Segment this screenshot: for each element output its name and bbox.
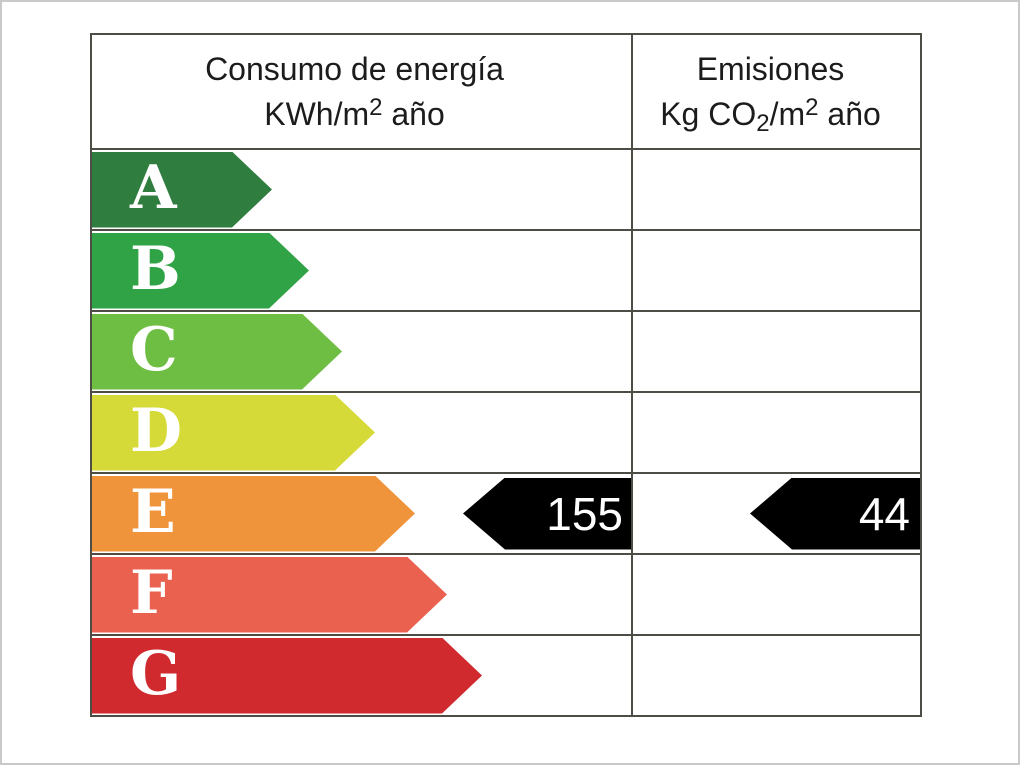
emisiones-cell-b xyxy=(631,231,920,310)
rating-cell-b: B xyxy=(92,231,631,310)
emisiones-header-title: Emisiones xyxy=(696,50,845,87)
table-header-row: Consumo de energía KWh/m2 año Emisiones … xyxy=(92,35,920,150)
rating-bar-d: D xyxy=(92,395,375,471)
emisiones-header-cell: Emisiones Kg CO2/m2 año xyxy=(631,35,920,148)
co2-subscript: 2 xyxy=(756,110,770,138)
rating-row-f: F xyxy=(92,555,920,636)
consumo-header-title: Consumo de energía xyxy=(205,50,504,87)
consumo-header-unit: KWh/m2 año xyxy=(264,94,445,132)
emisiones-cell-d xyxy=(631,393,920,472)
emisiones-cell-c xyxy=(631,312,920,391)
rating-cell-g: G xyxy=(92,636,631,715)
rating-bar-g: G xyxy=(92,638,482,714)
emisiones-header-unit: Kg CO2/m2 año xyxy=(660,94,881,138)
consumo-value-arrow: 155 xyxy=(463,477,631,550)
emisiones-value-arrow: 44 xyxy=(750,477,920,550)
consumo-header-cell: Consumo de energía KWh/m2 año xyxy=(92,35,631,148)
rating-cell-d: D xyxy=(92,393,631,472)
rating-row-a: A xyxy=(92,150,920,231)
rating-letter-d: D xyxy=(130,395,183,466)
consumo-value: 155 xyxy=(546,487,623,540)
rating-row-b: B xyxy=(92,231,920,312)
emisiones-cell-g xyxy=(631,636,920,715)
rating-bar-c: C xyxy=(92,314,342,390)
emisiones-value: 44 xyxy=(858,487,910,540)
emisiones-cell-e: 44 xyxy=(631,474,920,553)
rating-letter-a: A xyxy=(130,152,177,223)
emisiones-cell-a xyxy=(631,150,920,229)
rating-bar-b: B xyxy=(92,233,309,309)
rating-cell-c: C xyxy=(92,312,631,391)
rating-letter-e: E xyxy=(130,476,176,547)
rating-row-d: D xyxy=(92,393,920,474)
rating-letter-c: C xyxy=(130,314,178,385)
rating-row-g: G xyxy=(92,636,920,715)
rating-row-c: C xyxy=(92,312,920,393)
rating-letter-g: G xyxy=(130,638,182,709)
rating-cell-e: E 155 xyxy=(92,474,631,553)
rating-bar-a: A xyxy=(92,152,272,228)
rating-cell-a: A xyxy=(92,150,631,229)
rating-row-e: E 155 44 xyxy=(92,474,920,555)
rating-letter-b: B xyxy=(130,233,181,304)
consumo-unit-exponent: 2 xyxy=(369,94,383,122)
energy-rating-table: Consumo de energía KWh/m2 año Emisiones … xyxy=(90,33,922,717)
rating-bar-e: E xyxy=(92,476,415,552)
rating-letter-f: F xyxy=(130,557,173,628)
rating-bar-f: F xyxy=(92,557,447,633)
emisiones-cell-f xyxy=(631,555,920,634)
emisiones-unit-exponent: 2 xyxy=(805,94,819,122)
rating-cell-f: F xyxy=(92,555,631,634)
